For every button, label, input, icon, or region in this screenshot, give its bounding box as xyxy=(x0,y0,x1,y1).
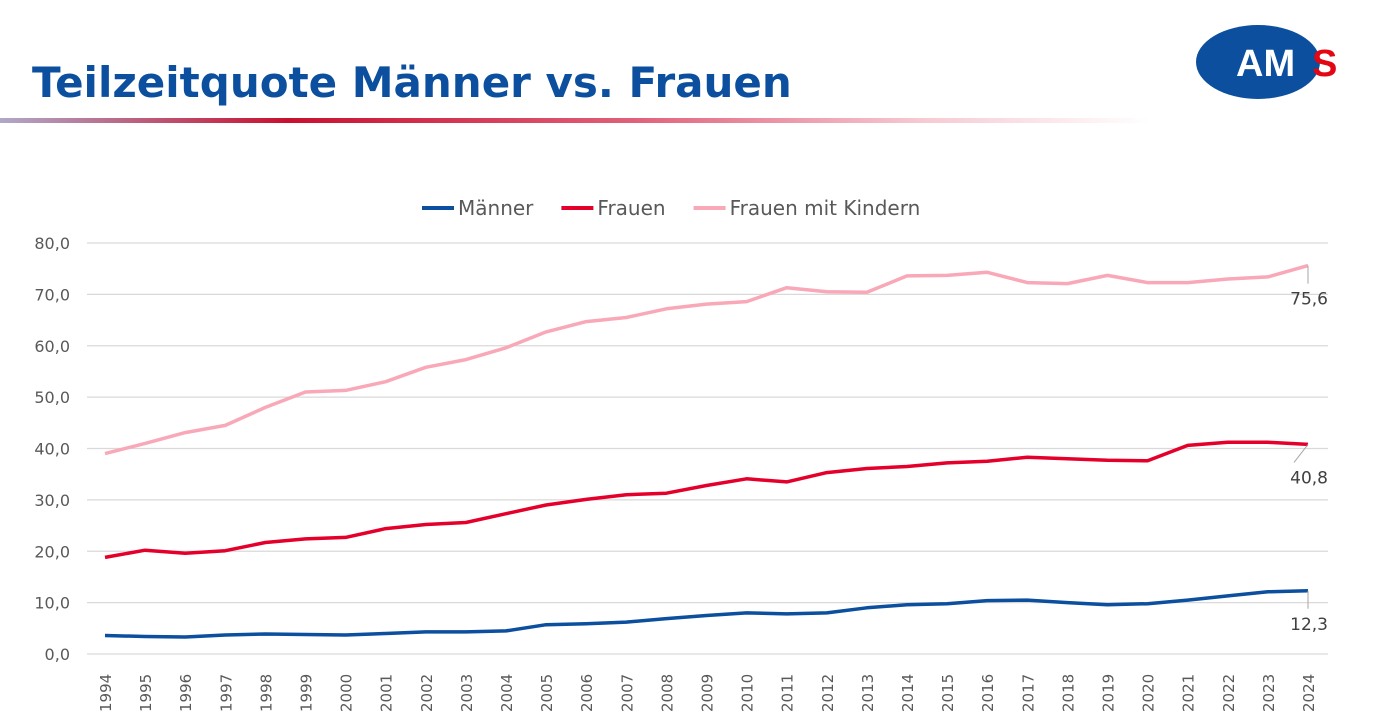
x-tick-label: 1997 xyxy=(217,674,235,712)
x-tick-label: 2006 xyxy=(578,674,596,712)
x-tick-label: 2012 xyxy=(819,674,837,712)
x-tick-label: 2015 xyxy=(939,674,957,712)
x-tick-label: 2005 xyxy=(538,674,556,712)
y-tick-label: 40,0 xyxy=(34,440,70,459)
x-tick-label: 2017 xyxy=(1019,674,1037,712)
x-tick-label: 2014 xyxy=(899,674,917,712)
x-tick-label: 2002 xyxy=(418,674,436,712)
x-tick-label: 1998 xyxy=(257,674,275,712)
x-tick-label: 2004 xyxy=(498,674,516,712)
x-tick-label: 2018 xyxy=(1059,674,1077,712)
x-tick-label: 2010 xyxy=(739,674,757,712)
title-divider xyxy=(0,118,1150,123)
page-title: Teilzeitquote Männer vs. Frauen xyxy=(32,58,792,107)
data-label: 40,8 xyxy=(1290,468,1328,488)
y-tick-label: 0,0 xyxy=(45,645,70,664)
x-tick-label: 2007 xyxy=(618,674,636,712)
x-tick-label: 2023 xyxy=(1260,674,1278,712)
x-tick-label: 1995 xyxy=(137,674,155,712)
x-tick-label: 2016 xyxy=(979,674,997,712)
x-tick-label: 2009 xyxy=(699,674,717,712)
legend-label: Frauen xyxy=(597,196,665,220)
y-tick-label: 50,0 xyxy=(34,388,70,407)
ams-logo: AM S xyxy=(1196,25,1337,99)
series-line-männer xyxy=(104,589,1309,639)
x-tick-label: 2003 xyxy=(458,674,476,712)
data-label: 75,6 xyxy=(1290,290,1328,310)
y-tick-label: 80,0 xyxy=(34,234,70,253)
y-tick-label: 70,0 xyxy=(34,285,70,304)
svg-text:S: S xyxy=(1312,43,1337,85)
x-tick-label: 2019 xyxy=(1100,674,1118,712)
svg-text:AM: AM xyxy=(1236,43,1295,85)
x-tick-label: 2013 xyxy=(859,674,877,712)
data-label: 12,3 xyxy=(1290,615,1328,635)
x-tick-label: 2008 xyxy=(658,674,676,712)
x-tick-label: 2020 xyxy=(1140,674,1158,712)
x-tick-label: 2011 xyxy=(779,674,797,712)
y-tick-label: 10,0 xyxy=(34,594,70,613)
x-tick-label: 2001 xyxy=(378,674,396,712)
y-tick-label: 30,0 xyxy=(34,491,70,510)
legend-label: Frauen mit Kindern xyxy=(730,196,921,220)
x-tick-label: 2000 xyxy=(338,674,356,712)
legend-label: Männer xyxy=(458,196,534,220)
x-tick-label: 2024 xyxy=(1300,674,1318,712)
x-tick-label: 1994 xyxy=(97,674,115,712)
data-label-leader xyxy=(1293,444,1309,463)
y-tick-label: 20,0 xyxy=(34,542,70,561)
x-tick-label: 1999 xyxy=(298,674,316,712)
x-tick-label: 2021 xyxy=(1180,674,1198,712)
x-tick-label: 2022 xyxy=(1220,674,1238,712)
x-tick-label: 1996 xyxy=(177,674,195,712)
y-tick-label: 60,0 xyxy=(34,337,70,356)
